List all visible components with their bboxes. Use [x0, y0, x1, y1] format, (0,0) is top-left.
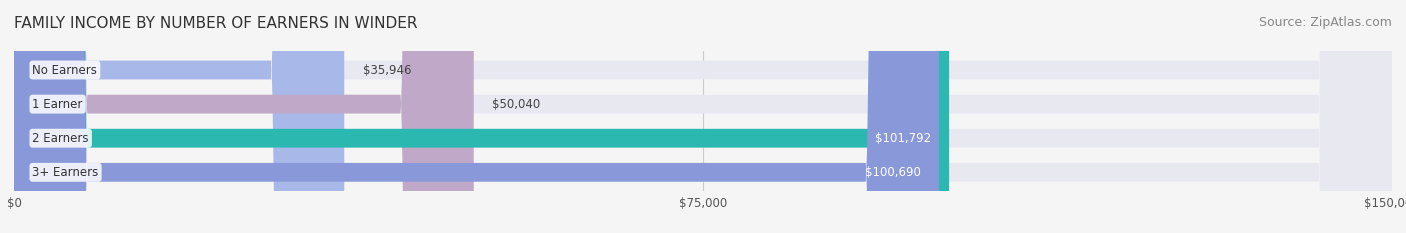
Text: Source: ZipAtlas.com: Source: ZipAtlas.com: [1258, 16, 1392, 29]
FancyBboxPatch shape: [14, 0, 344, 233]
Text: $101,792: $101,792: [875, 132, 931, 145]
Text: 3+ Earners: 3+ Earners: [32, 166, 98, 179]
Text: No Earners: No Earners: [32, 64, 97, 76]
Text: 2 Earners: 2 Earners: [32, 132, 89, 145]
FancyBboxPatch shape: [14, 0, 939, 233]
FancyBboxPatch shape: [14, 0, 1392, 233]
Text: $100,690: $100,690: [865, 166, 921, 179]
FancyBboxPatch shape: [14, 0, 1392, 233]
Text: $50,040: $50,040: [492, 98, 540, 111]
Text: FAMILY INCOME BY NUMBER OF EARNERS IN WINDER: FAMILY INCOME BY NUMBER OF EARNERS IN WI…: [14, 16, 418, 31]
Text: 1 Earner: 1 Earner: [32, 98, 83, 111]
Text: $35,946: $35,946: [363, 64, 411, 76]
FancyBboxPatch shape: [14, 0, 1392, 233]
FancyBboxPatch shape: [14, 0, 949, 233]
FancyBboxPatch shape: [14, 0, 1392, 233]
FancyBboxPatch shape: [14, 0, 474, 233]
